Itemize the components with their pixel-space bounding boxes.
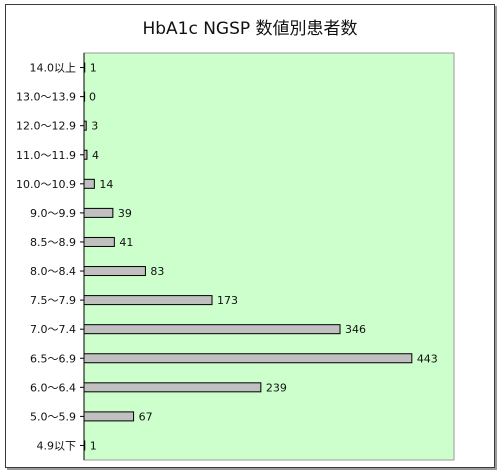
category-label: 13.0～13.9 <box>16 91 76 104</box>
bar <box>83 295 213 306</box>
category-label: 9.0～9.9 <box>30 207 76 220</box>
category-label: 10.0～10.9 <box>16 178 76 191</box>
bar <box>83 149 88 160</box>
value-label: 346 <box>345 323 366 336</box>
category-label: 12.0～12.9 <box>16 120 76 133</box>
value-label: 239 <box>266 381 287 394</box>
value-label: 443 <box>417 352 438 365</box>
category-label: 6.5～6.9 <box>30 352 76 365</box>
category-labels: 14.0以上 13.0～13.9 12.0～12.9 11.0～11.9 10.0～10… <box>16 62 76 453</box>
plot-area <box>83 52 455 461</box>
category-label: 5.0～5.9 <box>30 410 76 423</box>
bar <box>83 178 95 189</box>
bar <box>83 207 114 218</box>
value-label: 0 <box>89 91 96 104</box>
value-label: 39 <box>118 207 132 220</box>
category-label: 14.0以上 <box>30 62 77 75</box>
category-label: 8.0～8.4 <box>30 265 76 278</box>
value-label: 41 <box>119 236 133 249</box>
category-label: 6.0～6.4 <box>30 381 76 394</box>
value-label: 173 <box>217 294 238 307</box>
category-label: 7.0～7.4 <box>30 323 76 336</box>
value-labels: 1 0 3 4 14 39 41 83 173 346 443 239 67 1 <box>89 62 438 453</box>
bar <box>83 353 413 364</box>
bar <box>83 324 341 335</box>
category-label: 4.9以下 <box>37 439 77 452</box>
value-label: 4 <box>92 149 99 162</box>
value-label: 83 <box>150 265 164 278</box>
category-label: 11.0～11.9 <box>16 149 76 162</box>
bar <box>83 62 86 73</box>
chart-title: HbA1c NGSP 数値別患者数 <box>142 19 358 39</box>
category-label: 7.5～7.9 <box>30 294 76 307</box>
bar <box>83 266 146 277</box>
bar <box>83 91 86 102</box>
bar <box>83 382 262 393</box>
bar <box>83 440 86 451</box>
bar <box>83 411 135 422</box>
bar <box>83 236 115 247</box>
value-label: 1 <box>90 439 97 452</box>
value-label: 1 <box>90 62 97 75</box>
value-label: 3 <box>91 120 98 133</box>
value-label: 67 <box>139 410 153 423</box>
bar <box>83 120 87 131</box>
category-label: 8.5～8.9 <box>30 236 76 249</box>
value-label: 14 <box>99 178 113 191</box>
bars-layer <box>80 53 413 460</box>
